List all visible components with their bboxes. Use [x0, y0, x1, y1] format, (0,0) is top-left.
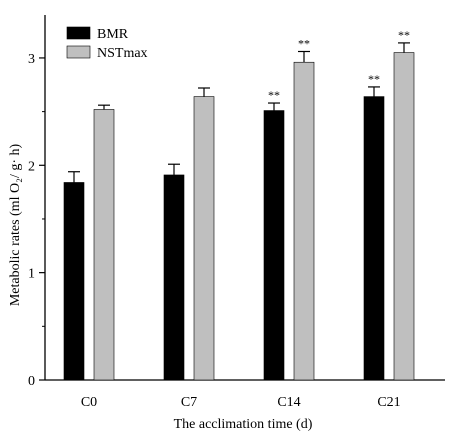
- bar-nstmax-c0: [93, 109, 115, 381]
- significance-label: **: [368, 72, 380, 86]
- y-tick-label: 2: [28, 159, 35, 174]
- legend: BMR NSTmax: [66, 26, 148, 61]
- bars: ** ** ** **: [63, 28, 415, 381]
- legend-label-bmr: BMR: [97, 27, 129, 42]
- x-tick-label: C7: [181, 395, 197, 410]
- significance-label: **: [298, 37, 310, 51]
- bar-nstmax-c21: [393, 52, 415, 381]
- bar-bmr-c7: [163, 174, 185, 381]
- x-tick-label: C14: [277, 395, 300, 410]
- bar-nstmax-c14: [293, 61, 315, 381]
- y-tick-label: 0: [28, 374, 35, 389]
- significance-label: **: [398, 28, 410, 42]
- x-axis-label: The acclimation time (d): [174, 417, 313, 432]
- bar-bmr-c0: [63, 182, 85, 381]
- y-tick-label: 1: [28, 267, 35, 282]
- bar-bmr-c21: [363, 96, 385, 381]
- legend-swatch-bmr: [66, 26, 91, 40]
- bar-bmr-c14: [263, 110, 285, 381]
- x-tick-label: C0: [81, 395, 97, 410]
- bar-nstmax-c7: [193, 96, 215, 381]
- x-tick-label: C21: [377, 395, 400, 410]
- significance-label: **: [268, 88, 280, 102]
- y-tick-label: 3: [28, 52, 35, 67]
- y-axis-label: Metabolic rates (ml O₂/ g· h): [8, 144, 23, 307]
- legend-swatch-nstmax: [66, 45, 91, 59]
- legend-label-nstmax: NSTmax: [97, 46, 148, 61]
